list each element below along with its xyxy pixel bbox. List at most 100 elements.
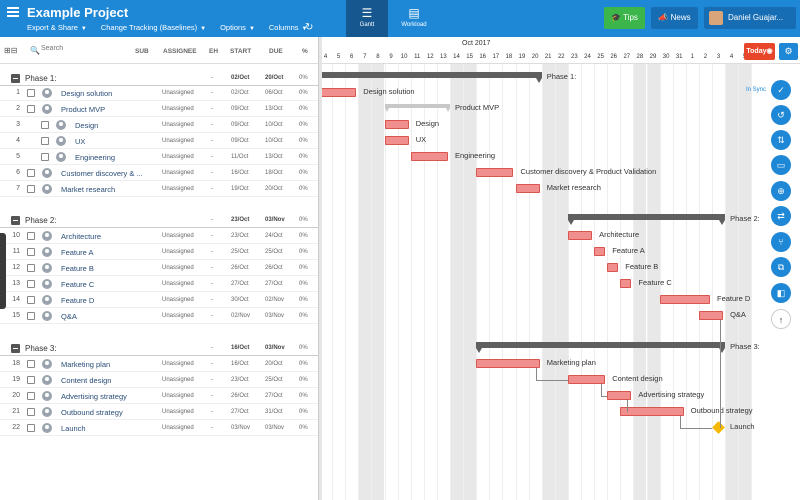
task-due[interactable]: 31/Oct <box>265 409 283 415</box>
task-name[interactable]: Customer discovery & ... <box>61 169 143 178</box>
baseline-tool-button[interactable]: ▭ <box>771 155 791 175</box>
assignee-avatar-icon[interactable] <box>42 104 52 114</box>
today-button[interactable]: Today◉ <box>744 43 775 60</box>
task-name[interactable]: Product MVP <box>61 105 106 114</box>
task-start[interactable]: 09/Oct <box>231 138 249 144</box>
task-assignee[interactable]: Unassigned <box>162 361 194 367</box>
task-checkbox[interactable] <box>27 232 35 240</box>
task-progress[interactable]: 0% <box>299 233 308 239</box>
phase-row[interactable]: Phase 2: - 23/Oct 03/Nov 0% <box>0 212 318 228</box>
table-row[interactable]: 5 Engineering Unassigned - 11/Oct 13/Oct 0% <box>0 149 318 165</box>
news-button[interactable]: 📣 News <box>651 7 698 29</box>
assignee-avatar-icon[interactable] <box>42 423 52 433</box>
assignee-avatar-icon[interactable] <box>42 88 52 98</box>
settings-button[interactable]: ⚙ <box>779 43 798 60</box>
search-input[interactable] <box>41 45 121 52</box>
task-checkbox[interactable] <box>27 424 35 432</box>
menu-columns[interactable]: Columns ▼ <box>268 23 308 32</box>
task-progress[interactable]: 0% <box>299 393 308 399</box>
task-checkbox[interactable] <box>27 89 35 97</box>
task-progress[interactable]: 0% <box>299 106 308 112</box>
view-gantt-button[interactable]: ☰ Gantt <box>346 0 388 37</box>
task-name[interactable]: Feature A <box>61 248 94 257</box>
task-progress[interactable]: 0% <box>299 249 308 255</box>
task-due[interactable]: 27/Oct <box>265 281 283 287</box>
task-name[interactable]: Launch <box>61 424 86 433</box>
task-checkbox[interactable] <box>27 169 35 177</box>
task-start[interactable]: 16/Oct <box>231 345 250 351</box>
task-name[interactable]: Q&A <box>61 312 77 321</box>
task-checkbox[interactable] <box>27 264 35 272</box>
collapse-phase-icon[interactable] <box>11 344 20 353</box>
task-due[interactable]: 10/Oct <box>265 138 283 144</box>
phase-bar[interactable] <box>322 72 542 83</box>
task-due[interactable]: 25/Oct <box>265 249 283 255</box>
task-progress[interactable]: 0% <box>299 297 308 303</box>
task-due[interactable]: 20/Oct <box>265 75 284 81</box>
grid-splitter[interactable] <box>318 37 322 500</box>
task-bar[interactable] <box>322 88 357 97</box>
task-progress[interactable]: 0% <box>299 90 308 96</box>
task-checkbox[interactable] <box>27 248 35 256</box>
task-start[interactable]: 25/Oct <box>231 249 249 255</box>
table-row[interactable]: 14 Feature D Unassigned - 30/Oct 02/Nov 0% <box>0 292 318 308</box>
check-tool-button[interactable]: ✓ <box>771 80 791 100</box>
task-start[interactable]: 23/Oct <box>231 377 249 383</box>
history-tool-button[interactable]: ↺ <box>771 105 791 125</box>
task-bar[interactable] <box>567 375 606 384</box>
task-checkbox[interactable] <box>41 153 49 161</box>
table-row[interactable]: 11 Feature A Unassigned - 25/Oct 25/Oct 0% <box>0 244 318 260</box>
task-due[interactable]: 18/Oct <box>265 170 283 176</box>
phase-row[interactable]: Phase 1: - 02/Oct 20/Oct 0% <box>0 70 318 86</box>
task-start[interactable]: 02/Nov <box>231 313 251 319</box>
task-assignee[interactable]: Unassigned <box>162 425 194 431</box>
menu-export-share[interactable]: Export & Share ▼ <box>27 23 87 32</box>
copy-tool-button[interactable]: ⧉ <box>771 257 791 277</box>
task-progress[interactable]: 0% <box>299 313 308 319</box>
user-menu-button[interactable]: Daniel Guajar... <box>704 7 796 29</box>
task-name[interactable]: Feature B <box>61 264 94 273</box>
phase-name[interactable]: Phase 2: <box>25 216 57 225</box>
task-name[interactable]: Marketing plan <box>61 360 111 369</box>
task-due[interactable]: 10/Oct <box>265 122 283 128</box>
parent-task-bar[interactable] <box>384 104 450 112</box>
task-assignee[interactable]: Unassigned <box>162 265 194 271</box>
task-start[interactable]: 16/Oct <box>231 170 249 176</box>
task-assignee[interactable]: Unassigned <box>162 233 194 239</box>
task-assignee[interactable]: Unassigned <box>162 106 194 112</box>
assignee-avatar-icon[interactable] <box>42 295 52 305</box>
assignee-avatar-icon[interactable] <box>42 231 52 241</box>
collapse-phase-icon[interactable] <box>11 216 20 225</box>
task-bar[interactable] <box>698 311 724 320</box>
task-progress[interactable]: 0% <box>299 425 308 431</box>
task-start[interactable]: 09/Oct <box>231 106 249 112</box>
table-row[interactable]: 15 Q&A Unassigned - 02/Nov 03/Nov 0% <box>0 308 318 324</box>
task-assignee[interactable]: Unassigned <box>162 313 194 319</box>
table-row[interactable]: 20 Advertising strategy Unassigned - 26/Oct 2… <box>0 388 318 404</box>
task-progress[interactable]: 0% <box>299 75 308 81</box>
task-assignee[interactable]: Unassigned <box>162 297 194 303</box>
task-due[interactable]: 26/Oct <box>265 265 283 271</box>
task-checkbox[interactable] <box>27 408 35 416</box>
task-progress[interactable]: 0% <box>299 186 308 192</box>
task-due[interactable]: 20/Oct <box>265 361 283 367</box>
assignee-avatar-icon[interactable] <box>42 359 52 369</box>
task-due[interactable]: 03/Nov <box>265 313 285 319</box>
task-assignee[interactable]: Unassigned <box>162 249 194 255</box>
task-due[interactable]: 03/Nov <box>265 345 285 351</box>
task-start[interactable]: 27/Oct <box>231 281 249 287</box>
task-progress[interactable]: 0% <box>299 377 308 383</box>
task-due[interactable]: 24/Oct <box>265 233 283 239</box>
task-due[interactable]: 20/Oct <box>265 186 283 192</box>
task-start[interactable]: 19/Oct <box>231 186 249 192</box>
phase-bar[interactable] <box>567 214 726 225</box>
task-due[interactable]: 02/Nov <box>265 297 285 303</box>
task-due[interactable]: 06/Oct <box>265 90 283 96</box>
table-row[interactable]: 2 Product MVP Unassigned - 09/Oct 13/Oct 0% <box>0 101 318 117</box>
col-header-start[interactable]: START <box>230 48 252 55</box>
table-row[interactable]: 6 Customer discovery & ... Unassigned - 16/O… <box>0 165 318 181</box>
task-name[interactable]: Feature D <box>61 296 95 305</box>
table-row[interactable]: 22 Launch Unassigned - 03/Nov 03/Nov 0% <box>0 420 318 436</box>
task-due[interactable]: 13/Oct <box>265 154 283 160</box>
assignee-avatar-icon[interactable] <box>42 375 52 385</box>
